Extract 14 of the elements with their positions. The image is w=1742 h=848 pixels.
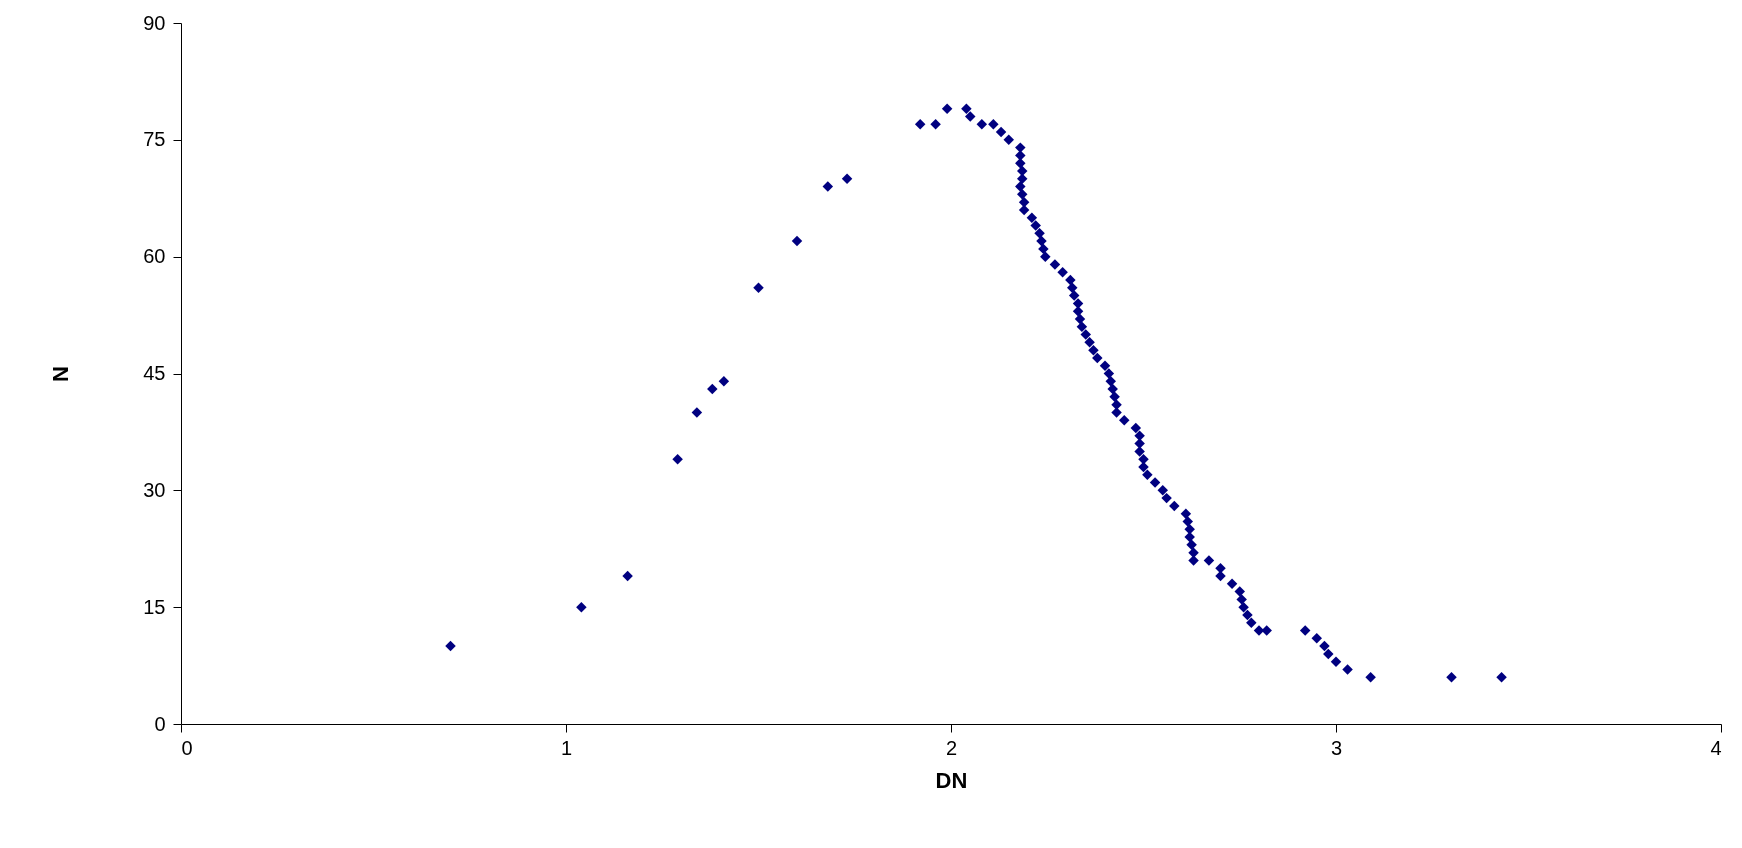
x-tick-label: 3 bbox=[1330, 736, 1343, 759]
y-tick-label: 30 bbox=[143, 478, 166, 501]
y-tick-label: 60 bbox=[143, 245, 166, 268]
x-axis-title: DN bbox=[935, 767, 968, 793]
y-axis-title: N bbox=[48, 366, 74, 382]
x-tick-label: 0 bbox=[181, 736, 193, 759]
y-tick-label: 15 bbox=[143, 595, 166, 618]
y-tick-label: 45 bbox=[143, 362, 166, 384]
y-tick-label: 0 bbox=[154, 712, 166, 735]
x-tick-label: 4 bbox=[1710, 736, 1722, 759]
y-tick-label: 90 bbox=[143, 11, 166, 34]
y-tick-label: 75 bbox=[143, 128, 166, 151]
x-tick-label: 1 bbox=[560, 736, 573, 759]
x-tick-label: 2 bbox=[945, 736, 958, 759]
